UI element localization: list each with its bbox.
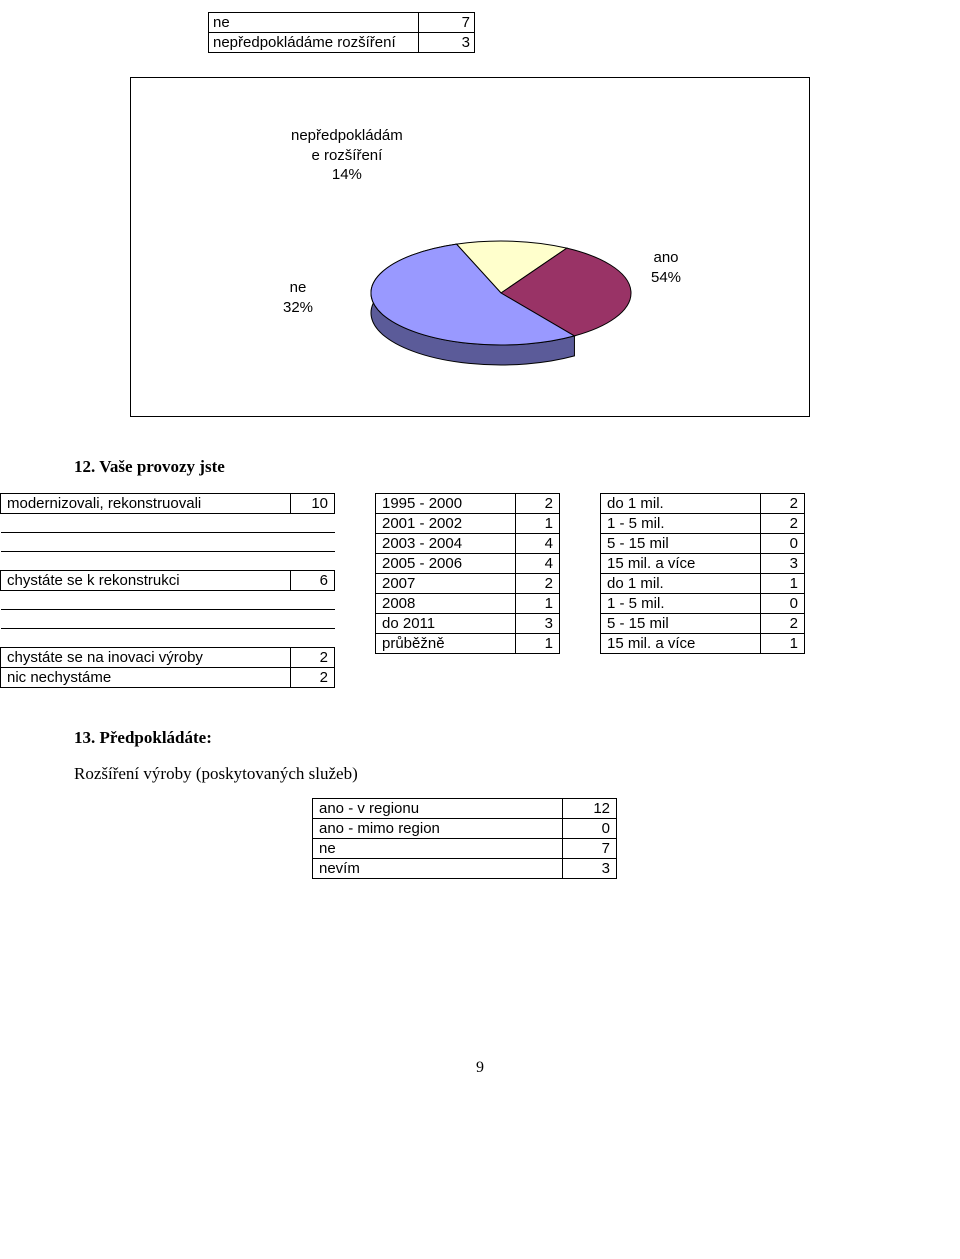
top-table: ne 7 nepředpokládáme rozšíření 3 (208, 12, 475, 53)
q13-2-label: ne (313, 839, 563, 859)
spacer (1, 552, 335, 571)
q12-middle-3-value: 4 (516, 554, 560, 574)
q13-1-label: ano - mimo region (313, 819, 563, 839)
q13-0-value: 12 (563, 799, 617, 819)
q12-middle-1-label: 2001 - 2002 (376, 514, 516, 534)
q12-right-table: do 1 mil.21 - 5 mil.25 - 15 mil015 mil. … (600, 493, 805, 654)
pie-label-right-l1: ano (654, 249, 679, 266)
page-number: 9 (60, 1059, 900, 1077)
q12-left-1-label: chystáte se k rekonstrukci (1, 571, 291, 591)
q12-right-3-value: 3 (761, 554, 805, 574)
q12-middle-6-value: 3 (516, 614, 560, 634)
pie-label-left-l1: ne (290, 279, 307, 296)
q12-title: 12. Vaše provozy jste (74, 457, 900, 477)
pie-label-top-l2: e rozšíření (311, 147, 382, 164)
q12-middle-1-value: 1 (516, 514, 560, 534)
top-table-value-1: 3 (419, 33, 475, 53)
q12-right-7-value: 1 (761, 634, 805, 654)
q12-left-2-value: 2 (291, 648, 335, 668)
pie-chart-box: nepředpokládám e rozšíření 14% ne 32% an… (130, 77, 810, 417)
q12-left-1-value: 6 (291, 571, 335, 591)
q12-left-table: modernizovali, rekonstruovali 10 chystát… (0, 493, 335, 688)
q12-middle-7-label: průběžně (376, 634, 516, 654)
q13-subtitle: Rozšíření výroby (poskytovaných služeb) (74, 764, 900, 784)
q12-left-2-label: chystáte se na inovaci výroby (1, 648, 291, 668)
q13-table: ano - v regionu12ano - mimo region0ne7ne… (312, 798, 617, 879)
q12-right-2-label: 5 - 15 mil (601, 534, 761, 554)
spacer (1, 514, 335, 533)
q12-middle-3-label: 2005 - 2006 (376, 554, 516, 574)
q12-right-5-label: 1 - 5 mil. (601, 594, 761, 614)
top-table-value-0: 7 (419, 13, 475, 33)
spacer (1, 533, 335, 552)
q13-title: 13. Předpokládáte: (74, 728, 900, 748)
q12-right-7-label: 15 mil. a více (601, 634, 761, 654)
q13-3-value: 3 (563, 859, 617, 879)
q12-middle-0-label: 1995 - 2000 (376, 494, 516, 514)
spacer (1, 629, 335, 648)
spacer (1, 591, 335, 610)
q12-middle-5-label: 2008 (376, 594, 516, 614)
q13-0-label: ano - v regionu (313, 799, 563, 819)
pie-label-left-pct: 32% (283, 299, 313, 316)
q12-middle-5-value: 1 (516, 594, 560, 614)
q13-1-value: 0 (563, 819, 617, 839)
pie-svg (361, 233, 641, 373)
pie-label-right-pct: 54% (651, 269, 681, 286)
q12-right-6-value: 2 (761, 614, 805, 634)
q12-middle-6-label: do 2011 (376, 614, 516, 634)
q12-middle-2-label: 2003 - 2004 (376, 534, 516, 554)
q12-right-1-label: 1 - 5 mil. (601, 514, 761, 534)
spacer (1, 610, 335, 629)
q12-middle-0-value: 2 (516, 494, 560, 514)
q13-2-value: 7 (563, 839, 617, 859)
q12-right-1-value: 2 (761, 514, 805, 534)
pie-label-right: ano 54% (651, 248, 681, 287)
q12-right-5-value: 0 (761, 594, 805, 614)
q12-left-0-label: modernizovali, rekonstruovali (1, 494, 291, 514)
q12-left-3-label: nic nechystáme (1, 668, 291, 688)
q12-right-3-label: 15 mil. a více (601, 554, 761, 574)
q12-right-4-label: do 1 mil. (601, 574, 761, 594)
q12-tables: modernizovali, rekonstruovali 10 chystát… (0, 493, 900, 688)
q12-middle-4-value: 2 (516, 574, 560, 594)
q12-left-3-value: 2 (291, 668, 335, 688)
q12-middle-table: 1995 - 200022001 - 200212003 - 200442005… (375, 493, 560, 654)
pie-label-left: ne 32% (283, 278, 313, 317)
top-table-label-0: ne (209, 13, 419, 33)
top-table-label-1: nepředpokládáme rozšíření (209, 33, 419, 53)
pie-label-top: nepředpokládám e rozšíření 14% (291, 126, 403, 185)
q13-3-label: nevím (313, 859, 563, 879)
q12-left-0-value: 10 (291, 494, 335, 514)
q12-right-4-value: 1 (761, 574, 805, 594)
q12-right-6-label: 5 - 15 mil (601, 614, 761, 634)
q12-middle-2-value: 4 (516, 534, 560, 554)
q12-middle-7-value: 1 (516, 634, 560, 654)
q12-right-2-value: 0 (761, 534, 805, 554)
pie-label-top-l1: nepředpokládám (291, 127, 403, 144)
q12-middle-4-label: 2007 (376, 574, 516, 594)
q12-right-0-value: 2 (761, 494, 805, 514)
q12-right-0-label: do 1 mil. (601, 494, 761, 514)
pie-label-top-pct: 14% (332, 166, 362, 183)
